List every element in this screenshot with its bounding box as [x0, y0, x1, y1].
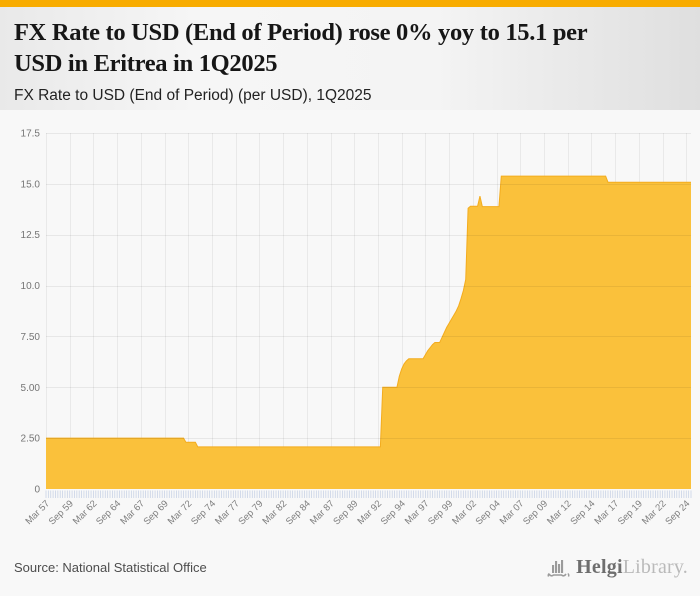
- x-tick-label: Sep 59: [47, 498, 76, 527]
- y-tick-label: 5.00: [21, 383, 41, 394]
- x-tick-label: Mar 87: [308, 498, 337, 527]
- x-tick-label: Mar 72: [166, 498, 195, 527]
- y-tick-label: 10.0: [21, 281, 41, 292]
- x-tick-label: Sep 24: [663, 498, 692, 527]
- area-series-line: [46, 175, 691, 448]
- y-tick-label: 7.50: [21, 332, 41, 343]
- x-tick-label: Sep 14: [568, 498, 597, 527]
- source-label: Source: National Statistical Office: [14, 560, 207, 575]
- x-tick-label: Sep 69: [142, 498, 171, 527]
- x-tick-label: Mar 92: [355, 498, 384, 527]
- x-tick-label: Mar 07: [498, 498, 527, 527]
- chart-subtitle: FX Rate to USD (End of Period) (per USD)…: [14, 87, 372, 104]
- area-series: [46, 176, 691, 489]
- y-tick-label: 2.50: [21, 434, 41, 445]
- x-tick-label: Sep 74: [189, 498, 218, 527]
- helgi-logo-icon: [547, 559, 570, 577]
- horizontal-gridlines: [46, 133, 691, 439]
- x-tick-label: Mar 02: [450, 498, 479, 527]
- x-tick-label: Mar 67: [118, 498, 147, 527]
- x-tick-label: Sep 09: [521, 498, 550, 527]
- chart-footer: Source: National Statistical Office Helg…: [0, 545, 700, 596]
- x-tick-label: Sep 94: [379, 498, 408, 527]
- x-tick-label: Mar 57: [23, 498, 52, 527]
- chart-header: FX Rate to USD (End of Period) rose 0% y…: [0, 7, 700, 110]
- x-tick-label: Mar 97: [403, 498, 432, 527]
- page-title-line1: FX Rate to USD (End of Period) rose 0% y…: [14, 19, 588, 46]
- page-title-line2: USD in Eritrea in 1Q2025: [14, 50, 278, 77]
- x-tick-label: Sep 99: [426, 498, 455, 527]
- x-tick-label: Sep 64: [94, 498, 123, 527]
- x-tick-label: Mar 82: [261, 498, 290, 527]
- x-tick-label: Mar 17: [593, 498, 622, 527]
- x-tick-label: Mar 77: [213, 498, 242, 527]
- x-tick-label: Sep 19: [616, 498, 645, 527]
- helgi-library-logo[interactable]: HelgiLibrary.: [546, 556, 688, 580]
- x-tick-label: Sep 79: [236, 498, 265, 527]
- y-tick-label: 15.0: [21, 179, 41, 190]
- accent-topbar: [0, 0, 700, 7]
- y-tick-label: 17.5: [21, 129, 41, 140]
- x-tick-label: Sep 04: [474, 498, 503, 527]
- x-tick-label: Mar 22: [640, 498, 669, 527]
- y-axis-labels: 0 2.50 5.00 7.50 10.0 12.5 15.0 17.5: [21, 129, 41, 496]
- page-title: FX Rate to USD (End of Period) rose 0% y…: [14, 17, 680, 79]
- x-tick-label: Sep 89: [331, 498, 360, 527]
- x-tick-label: Mar 12: [545, 498, 574, 527]
- chart-area: 0 2.50 5.00 7.50 10.0 12.5 15.0 17.5 Mar 57 Sep 5…: [0, 110, 700, 545]
- helgi-logo-text: HelgiLibrary.: [576, 556, 688, 578]
- y-tick-label: 0: [34, 485, 40, 496]
- quarter-comb-ticks: [45, 490, 692, 498]
- y-tick-label: 12.5: [21, 230, 41, 241]
- x-tick-label: Mar 62: [71, 498, 100, 527]
- x-tick-label: Sep 84: [284, 498, 313, 527]
